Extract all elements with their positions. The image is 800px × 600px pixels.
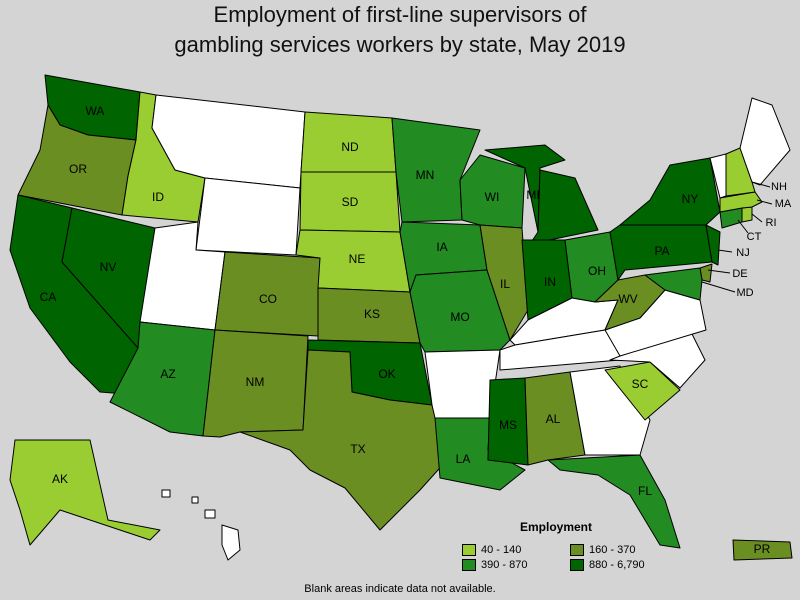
state-label-nd: ND (341, 140, 359, 154)
state-ny[interactable] (619, 157, 721, 226)
state-label-ri: RI (766, 217, 777, 229)
state-label-in: IN (544, 275, 556, 289)
state-hi-part2[interactable] (191, 496, 199, 504)
leader-ct (737, 219, 749, 234)
state-label-mn: MN (416, 168, 435, 182)
state-label-wv: WV (618, 292, 637, 306)
legend-item-bin1: 40 - 140 (462, 544, 570, 556)
state-nj[interactable] (705, 224, 721, 266)
state-label-oh: OH (588, 264, 606, 278)
leader-md (701, 281, 736, 293)
state-label-ok: OK (378, 367, 395, 381)
state-label-il: IL (500, 277, 510, 291)
state-label-al: AL (546, 412, 561, 426)
state-label-wi: WI (485, 190, 500, 204)
state-md[interactable] (644, 267, 703, 301)
state-mi-part1[interactable] (484, 144, 566, 233)
state-ar[interactable] (424, 349, 501, 419)
state-label-nj: NJ (736, 247, 749, 259)
legend-swatch-bin1 (462, 544, 476, 556)
legend: Employment 40 - 140 160 - 370 390 - 870 … (462, 520, 652, 571)
map-title: Employment of first-line supervisors of … (0, 0, 800, 60)
leader-ma (756, 199, 773, 205)
state-label-nv: NV (100, 260, 117, 274)
state-il[interactable] (479, 224, 529, 341)
state-al[interactable] (524, 371, 586, 466)
state-label-pa: PA (654, 244, 669, 258)
state-label-de: DE (732, 268, 747, 280)
legend-item-bin4: 880 - 6,790 (570, 559, 670, 571)
state-label-tx: TX (350, 442, 365, 456)
state-hi-part4[interactable] (221, 524, 241, 561)
state-nh[interactable] (725, 147, 756, 197)
state-label-ia: IA (436, 240, 447, 254)
state-ri[interactable] (741, 206, 753, 223)
state-tx[interactable] (239, 349, 448, 531)
state-label-ms: MS (499, 418, 517, 432)
legend-title: Employment (520, 520, 593, 534)
state-mi-part2[interactable] (529, 169, 599, 245)
state-label-ma: MA (775, 198, 792, 210)
state-hi-part3[interactable] (204, 509, 216, 519)
state-label-pr: PR (754, 542, 771, 556)
state-label-mo: MO (450, 310, 469, 324)
legend-swatch-bin2 (570, 544, 584, 556)
state-label-ny: NY (682, 192, 699, 206)
legend-swatch-bin4 (570, 559, 584, 571)
state-label-ne: NE (349, 252, 366, 266)
state-sc[interactable] (604, 361, 681, 421)
state-label-sd: SD (342, 195, 359, 209)
state-pr[interactable] (732, 539, 793, 561)
title-line-2: gambling services workers by state, May … (174, 32, 626, 57)
state-label-ca: CA (40, 290, 57, 304)
state-fl[interactable] (547, 454, 681, 549)
state-label-ks: KS (364, 307, 380, 321)
state-label-az: AZ (160, 367, 175, 381)
state-label-id: ID (152, 190, 164, 204)
state-label-nm: NM (246, 375, 265, 389)
leader-de (707, 269, 731, 274)
state-label-co: CO (259, 292, 277, 306)
leader-nj (717, 249, 733, 253)
legend-label-bin4: 880 - 6,790 (589, 559, 645, 571)
legend-item-bin2: 160 - 370 (570, 544, 670, 556)
state-hi-part1[interactable] (161, 489, 171, 498)
legend-label-bin3: 390 - 870 (481, 559, 528, 571)
leader-nh (751, 181, 771, 188)
state-ak[interactable] (9, 439, 161, 546)
state-label-nh: NH (771, 181, 787, 193)
state-label-or: OR (69, 162, 87, 176)
leader-ri (751, 213, 763, 223)
title-line-1: Employment of first-line supervisors of (213, 2, 587, 27)
state-label-wa: WA (86, 104, 105, 118)
state-label-ak: AK (52, 472, 68, 486)
state-label-la: LA (456, 452, 471, 466)
state-label-mi: MI (526, 188, 539, 202)
legend-item-bin3: 390 - 870 (462, 559, 570, 571)
legend-swatch-bin3 (462, 559, 476, 571)
state-wv[interactable] (594, 274, 666, 331)
legend-label-bin2: 160 - 370 (589, 544, 636, 556)
state-label-md: MD (736, 287, 753, 299)
state-label-fl: FL (638, 484, 652, 498)
state-label-sc: SC (632, 377, 649, 391)
legend-label-bin1: 40 - 140 (481, 544, 522, 556)
footnote: Blank areas indicate data not available. (304, 583, 496, 595)
state-label-ct: CT (747, 231, 762, 243)
state-wy[interactable] (195, 177, 301, 256)
